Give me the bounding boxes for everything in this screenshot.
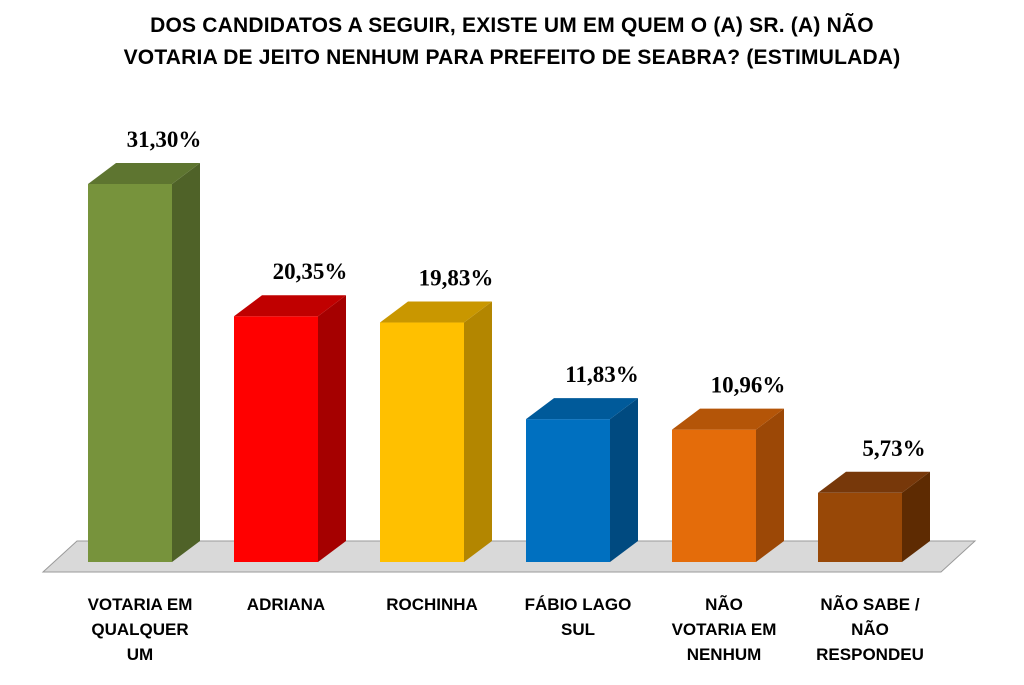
bar-top [234, 295, 346, 317]
bar-side [902, 471, 930, 562]
value-label: 11,83% [565, 362, 638, 387]
bar-3 [380, 301, 492, 562]
category-label: VOTARIA EM QUALQUER UM [88, 595, 193, 664]
category-label: FÁBIO LAGO SUL [525, 595, 632, 639]
bar-front [672, 429, 756, 562]
bar-top [88, 163, 200, 184]
bar-top [672, 408, 784, 430]
value-label: 5,73% [862, 436, 925, 461]
value-label: 20,35% [273, 259, 348, 284]
bar-side [318, 295, 346, 562]
bar-side [172, 163, 200, 562]
value-label: 31,30% [127, 127, 202, 152]
category-label: NÃO VOTARIA EM NENHUM [672, 594, 777, 664]
category-label: ROCHINHA [386, 595, 478, 614]
value-label: 19,83% [419, 266, 494, 291]
bar-4 [526, 398, 638, 562]
bar-5 [672, 408, 784, 562]
bar-front [526, 419, 610, 562]
chart-title-line-1: DOS CANDIDATOS A SEGUIR, EXISTE UM EM QU… [150, 14, 874, 37]
bar-front [88, 184, 172, 562]
bar-side [464, 301, 492, 562]
bar-2 [234, 295, 346, 562]
bar-1 [88, 163, 200, 562]
category-label: ADRIANA [247, 595, 325, 614]
bar-front [380, 322, 464, 562]
bar-front [234, 316, 318, 562]
bar-6 [818, 471, 930, 562]
value-label: 10,96% [711, 373, 786, 398]
bar-side [610, 398, 638, 562]
bar-side [756, 408, 784, 562]
bar-top [818, 471, 930, 493]
chart-title-line-2: VOTARIA DE JEITO NENHUM PARA PREFEITO DE… [123, 46, 901, 69]
category-label: NÃO SABE / NÃO RESPONDEU [816, 594, 924, 664]
bar-top [526, 398, 638, 420]
bar-top [380, 301, 492, 323]
bar-front [818, 492, 902, 562]
